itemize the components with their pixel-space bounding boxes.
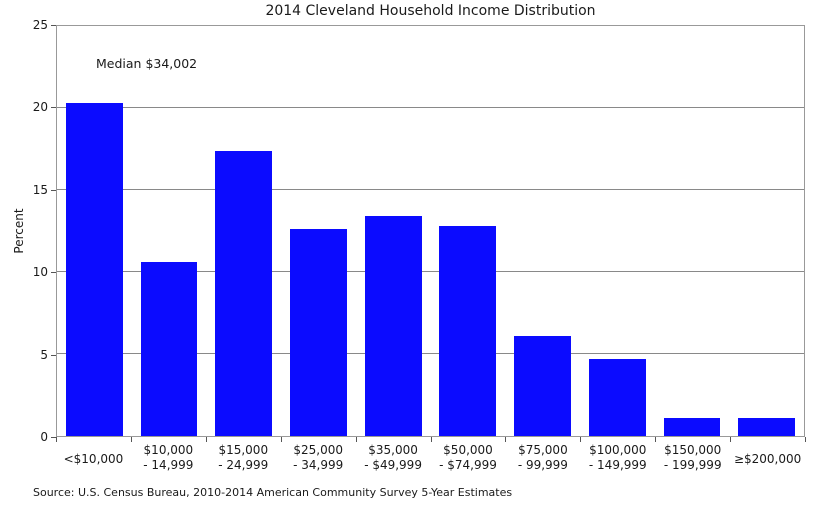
x-tick-label-9: ≥$200,000: [730, 443, 805, 475]
bar-slot: [57, 26, 132, 436]
x-tick-label-line: $35,000: [368, 443, 418, 457]
x-tick-label-line: $150,000: [664, 443, 722, 457]
y-tick-mark: [51, 107, 56, 109]
bar-2: [215, 150, 273, 436]
median-annotation: Median $34,002: [96, 56, 198, 71]
gridline-5: [57, 353, 804, 354]
x-tick-mark: [505, 437, 507, 442]
x-tick-label-1: $10,000- 14,999: [131, 443, 206, 475]
x-tick-mark: [130, 437, 132, 442]
gridline-20: [57, 107, 804, 108]
x-tick-label-line: - 99,999: [517, 458, 568, 472]
y-axis-label: Percent: [12, 208, 26, 254]
x-tick-label-line: <$10,000: [63, 451, 124, 466]
x-tick-label-line: - 149,999: [588, 458, 647, 472]
x-tick-label-line: - 14,999: [143, 458, 194, 472]
gridline-10: [57, 271, 804, 272]
y-tick-label-25: 25: [32, 18, 48, 32]
y-tick-label-0: 0: [40, 430, 48, 444]
bar-slot: [431, 26, 506, 436]
bar-slot: [132, 26, 207, 436]
x-tick-label-line: $25,000: [293, 443, 343, 457]
bar-3: [290, 229, 347, 436]
chart-title: 2014 Cleveland Household Income Distribu…: [265, 3, 596, 19]
x-tick-label-4: $35,000- $49,999: [356, 443, 431, 475]
y-tick-mark: [51, 272, 56, 274]
x-tick-mark: [730, 437, 732, 442]
bar-slot: [356, 26, 431, 436]
x-tick-label-line: - 24,999: [218, 458, 269, 472]
x-tick-label-6: $75,000- 99,999: [505, 443, 580, 475]
x-tick-label-line: $15,000: [218, 443, 269, 457]
x-tick-mark: [355, 437, 357, 442]
bar-8: [663, 417, 721, 436]
x-tick-mark: [430, 437, 432, 442]
x-tick-label-line: - 199,999: [663, 458, 722, 472]
x-tick-label-line: - $74,999: [439, 458, 497, 472]
bar-series: [57, 26, 804, 436]
y-tick-label-15: 15: [32, 182, 48, 197]
bar-slot: [505, 26, 580, 436]
y-tick-label-20: 20: [32, 100, 48, 115]
x-tick-label-line: - $49,999: [364, 458, 422, 472]
x-axis-labels: <$10,000 $10,000- 14,999 $15,000- 24,999 $2…: [56, 443, 805, 475]
x-tick-mark: [580, 437, 582, 442]
plot-area: Median $34,002: [56, 25, 805, 437]
x-tick-label-0: <$10,000: [56, 443, 131, 475]
x-tick-label-line: $100,000: [589, 443, 647, 457]
bar-4: [364, 216, 422, 436]
x-tick-label-3: $25,000- 34,999: [281, 443, 356, 475]
bar-0: [65, 103, 123, 436]
x-tick-label-8: $150,000- 199,999: [655, 443, 730, 475]
x-tick-mark: [205, 437, 207, 442]
bar-7: [588, 358, 646, 436]
x-tick-label-5: $50,000- $74,999: [431, 443, 506, 475]
gridline-15: [57, 189, 804, 190]
x-tick-label-7: $100,000- 149,999: [580, 443, 655, 475]
y-tick-mark: [51, 354, 56, 356]
bar-slot: [580, 26, 655, 436]
x-tick-label-line: $50,000: [443, 443, 493, 457]
bar-6: [514, 335, 571, 436]
x-tick-label-line: $75,000: [518, 443, 568, 457]
x-tick-label-line: ≥$200,000: [733, 451, 802, 466]
y-tick-mark: [51, 25, 56, 26]
bar-slot: [729, 26, 804, 436]
bar-1: [140, 262, 198, 436]
y-tick-mark: [51, 437, 56, 438]
bar-9: [738, 417, 796, 436]
x-tick-label-2: $15,000- 24,999: [206, 443, 281, 475]
source-note: Source: U.S. Census Bureau, 2010-2014 Am…: [33, 486, 513, 499]
x-tick-label-line: $10,000: [143, 443, 194, 457]
y-tick-mark: [51, 189, 56, 191]
x-tick-label-line: - 34,999: [293, 458, 344, 472]
x-tick-mark: [805, 437, 806, 442]
x-tick-mark: [280, 437, 282, 442]
x-tick-mark: [655, 437, 657, 442]
x-tick-mark: [56, 437, 57, 442]
bar-slot: [281, 26, 356, 436]
y-tick-label-10: 10: [32, 265, 48, 280]
y-tick-label-5: 5: [40, 347, 48, 362]
bar-5: [439, 226, 497, 436]
bar-slot: [655, 26, 730, 436]
bar-slot: [206, 26, 281, 436]
